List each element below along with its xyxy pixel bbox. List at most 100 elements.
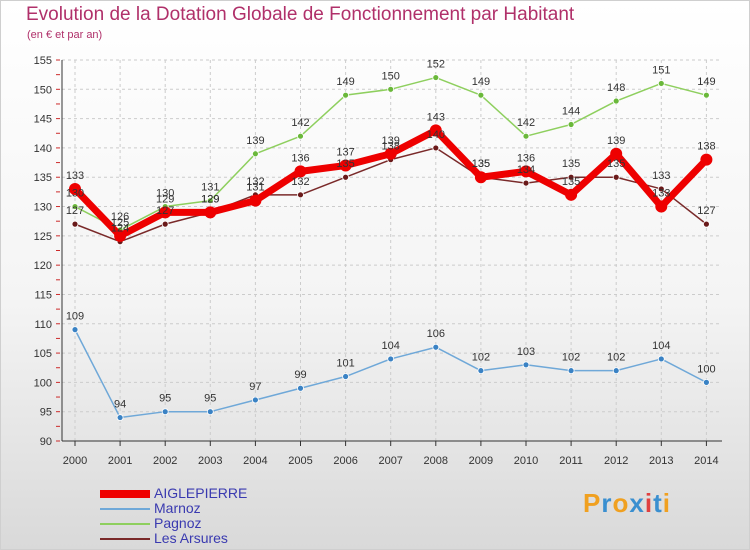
x-tick-label: 2000 — [63, 455, 87, 467]
data-label-marnoz: 99 — [294, 369, 306, 381]
data-point-pagnoz — [297, 132, 304, 140]
data-label-pagnoz: 131 — [201, 182, 219, 194]
data-label-les-arsures: 127 — [66, 205, 84, 217]
data-label-marnoz: 101 — [336, 358, 354, 370]
y-tick-label: 110 — [34, 319, 52, 331]
data-label-marnoz: 106 — [427, 328, 445, 340]
data-point-aiglepierre — [474, 171, 487, 184]
data-label-pagnoz: 142 — [291, 117, 309, 129]
data-point-aiglepierre — [114, 229, 127, 242]
data-point-pagnoz — [477, 91, 485, 99]
data-label-les-arsures: 140 — [427, 129, 445, 141]
x-tick-label: 2004 — [243, 455, 267, 467]
data-point-aiglepierre — [69, 182, 81, 195]
data-point-marnoz — [342, 373, 350, 380]
data-label-les-arsures: 135 — [472, 158, 490, 170]
chart-series — [69, 74, 713, 421]
logo-letter: i — [662, 488, 671, 518]
data-point-aiglepierre — [429, 124, 442, 137]
data-point-les-arsures — [612, 173, 620, 181]
data-label-pagnoz: 126 — [111, 211, 129, 223]
data-point-pagnoz — [71, 203, 79, 210]
data-point-pagnoz — [657, 80, 665, 87]
y-tick-label: 90 — [40, 436, 52, 448]
x-tick-label: 2011 — [559, 455, 583, 467]
data-point-les-arsures — [657, 185, 665, 193]
data-point-marnoz — [161, 408, 169, 416]
data-label-aiglepierre: 138 — [697, 141, 715, 153]
y-tick-label: 115 — [34, 289, 52, 301]
data-label-marnoz: 97 — [249, 381, 261, 393]
legend-swatch — [100, 508, 150, 510]
data-label-les-arsures: 135 — [562, 158, 580, 170]
y-tick-label: 140 — [34, 143, 52, 155]
x-tick-label: 2006 — [333, 455, 357, 467]
data-point-marnoz — [387, 355, 395, 363]
y-tick-label: 135 — [34, 172, 52, 184]
data-label-pagnoz: 142 — [517, 117, 535, 129]
data-point-les-arsures — [432, 144, 440, 152]
data-point-marnoz — [206, 408, 214, 416]
legend-label: AIGLEPIERRE — [154, 485, 248, 501]
x-tick-label: 2013 — [649, 455, 673, 467]
data-point-marnoz — [612, 367, 620, 375]
data-label-aiglepierre: 139 — [382, 135, 400, 147]
data-point-marnoz — [657, 355, 665, 363]
data-point-marnoz — [522, 361, 530, 369]
x-tick-label: 2009 — [469, 455, 493, 467]
data-label-les-arsures: 138 — [382, 141, 400, 153]
logo-letter: P — [583, 488, 602, 518]
legend-item-marnoz: Marnoz — [100, 500, 320, 516]
data-point-pagnoz — [703, 91, 710, 99]
y-tick-label: 125 — [34, 231, 52, 243]
data-point-pagnoz — [342, 91, 350, 99]
data-point-marnoz — [432, 343, 440, 351]
proxiti-logo: Proxiti — [583, 488, 671, 519]
data-label-marnoz: 104 — [382, 340, 400, 352]
data-label-marnoz: 109 — [66, 311, 84, 323]
data-point-marnoz — [71, 326, 79, 334]
logo-letter: r — [601, 488, 613, 518]
data-label-pagnoz: 144 — [562, 105, 580, 117]
logo-letter: i — [644, 488, 654, 518]
data-label-aiglepierre: 136 — [517, 152, 535, 164]
data-label-marnoz: 104 — [652, 340, 670, 352]
data-label-aiglepierre: 143 — [427, 111, 445, 123]
y-tick-label: 120 — [34, 260, 52, 272]
data-point-aiglepierre — [249, 194, 262, 207]
x-tick-label: 2012 — [604, 455, 628, 467]
x-tick-label: 2005 — [288, 455, 312, 467]
data-label-pagnoz: 130 — [66, 188, 84, 200]
data-label-aiglepierre: 129 — [201, 193, 219, 205]
data-point-les-arsures — [567, 173, 575, 181]
data-label-marnoz: 102 — [562, 352, 580, 364]
legend-swatch — [100, 490, 150, 498]
x-tick-label: 2014 — [694, 455, 718, 467]
data-label-aiglepierre: 135 — [472, 158, 490, 170]
data-point-aiglepierre — [655, 200, 668, 213]
x-tick-label: 2010 — [514, 455, 538, 467]
data-point-les-arsures — [703, 220, 710, 228]
legend-swatch — [100, 523, 150, 525]
data-label-les-arsures: 124 — [111, 223, 129, 235]
chart-axes: 90 95 100 105 110 115 120 125 130 135 140 145 150 155… — [34, 55, 722, 467]
data-label-les-arsures: 134 — [517, 164, 535, 176]
legend-swatch — [100, 538, 150, 540]
data-point-pagnoz — [612, 97, 620, 105]
data-label-marnoz: 94 — [114, 399, 126, 411]
legend-label: Marnoz — [154, 500, 201, 516]
data-label-les-arsures: 129 — [201, 193, 219, 205]
data-label-les-arsures: 127 — [697, 205, 715, 217]
data-label-pagnoz: 150 — [382, 70, 400, 82]
data-point-aiglepierre — [520, 165, 532, 178]
data-point-pagnoz — [251, 150, 259, 158]
y-tick-label: 150 — [34, 84, 52, 96]
data-label-pagnoz: 130 — [156, 188, 174, 200]
data-label-les-arsures: 132 — [246, 176, 264, 188]
data-point-les-arsures — [161, 220, 169, 228]
data-point-aiglepierre — [339, 159, 352, 172]
x-tick-label: 2008 — [424, 455, 448, 467]
data-label-marnoz: 95 — [159, 393, 171, 405]
